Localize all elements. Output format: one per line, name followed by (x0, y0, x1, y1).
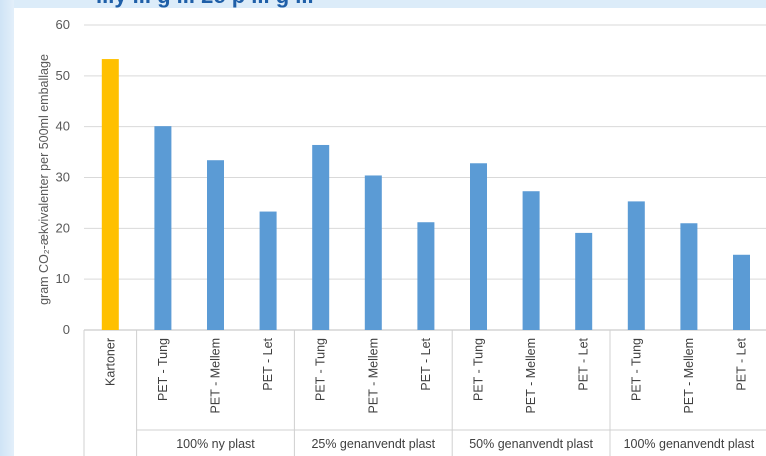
group-label: 50% genanvendt plast (469, 437, 593, 451)
bar (364, 175, 382, 330)
x-tick-label: PET - Let (577, 337, 591, 390)
bar (154, 126, 172, 331)
x-tick-label: PET - Mellem (682, 338, 696, 413)
x-tick-label: PET - Mellem (209, 338, 223, 413)
x-tick-label: PET - Let (419, 337, 433, 390)
y-axis-label: gram CO₂-ækvivalenter per 500ml emballag… (37, 54, 51, 305)
x-tick-label: Kartoner (103, 338, 117, 386)
y-tick-label: 30 (56, 170, 70, 185)
left-background-band (0, 0, 14, 456)
bar (207, 160, 224, 330)
bar (575, 232, 593, 330)
x-tick-label: PET - Let (735, 337, 749, 390)
bar (259, 211, 277, 330)
y-tick-label: 50 (56, 68, 70, 83)
group-label: 100% ny plast (176, 437, 255, 451)
y-tick-label: 40 (56, 119, 70, 134)
x-tick-label: PET - Let (261, 337, 275, 390)
x-tick-label: PET - Tung (472, 338, 486, 401)
chart-title-clip: ...y ... g ... 2e p ... g ... (0, 0, 766, 9)
x-tick-label: PET - Tung (314, 338, 328, 401)
chart-title: ...y ... g ... 2e p ... g ... (96, 0, 314, 9)
x-tick-label: PET - Tung (156, 338, 170, 401)
bar (522, 191, 540, 330)
group-label: 100% genanvendt plast (624, 437, 755, 451)
x-tick-label: PET - Mellem (524, 338, 538, 413)
bar (680, 223, 698, 330)
bar (733, 254, 750, 330)
bar (470, 163, 487, 330)
y-tick-label: 60 (56, 17, 70, 32)
bar (627, 201, 645, 330)
x-tick-label: PET - Mellem (366, 338, 380, 413)
y-tick-label: 10 (56, 271, 70, 286)
bar (312, 144, 330, 330)
group-label: 25% genanvendt plast (311, 437, 435, 451)
y-tick-label: 20 (56, 220, 70, 235)
y-tick-label: 0 (63, 322, 70, 337)
x-tick-label: PET - Tung (629, 338, 643, 401)
bar (101, 59, 119, 330)
bar (417, 222, 435, 330)
